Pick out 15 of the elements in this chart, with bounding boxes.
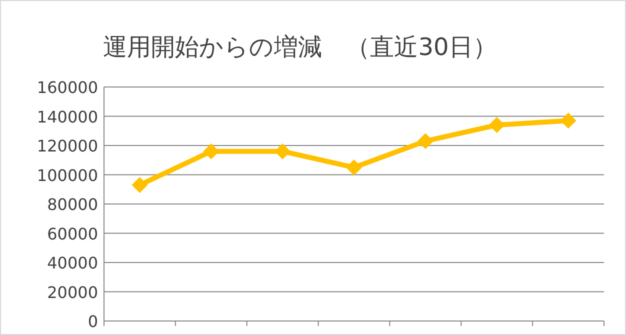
y-tick-label: 20000 (47, 282, 98, 302)
y-tick-label: 140000 (36, 107, 98, 126)
point (274, 143, 291, 160)
y-tick-label: 160000 (36, 78, 98, 97)
point (488, 117, 505, 134)
chart-title: 運用開始からの増減 （直近30日） (103, 33, 497, 61)
y-tick-label: 120000 (36, 136, 98, 156)
y-tick-label: 40000 (47, 254, 98, 272)
y-tick-label: 0 (88, 312, 98, 331)
point (132, 176, 148, 193)
y-tick-label: 60000 (47, 224, 98, 244)
point (417, 133, 434, 150)
point (346, 159, 362, 176)
y-tick-label: 100000 (36, 166, 98, 185)
y-tick-label: 80000 (47, 195, 98, 214)
